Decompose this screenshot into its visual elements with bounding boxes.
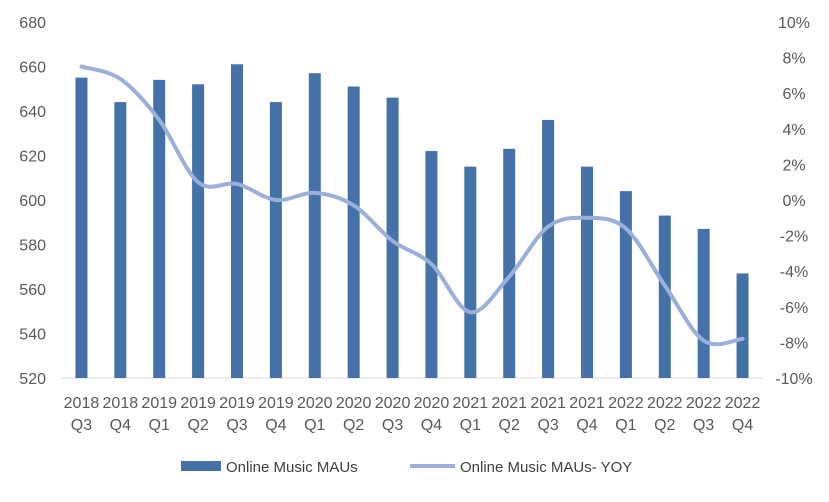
x-category-year-label: 2020 — [414, 395, 450, 412]
x-category-quarter-label: Q3 — [71, 417, 92, 434]
x-category-year-label: 2021 — [491, 395, 527, 412]
bar — [503, 148, 516, 378]
left-y-tick-label: 520 — [19, 371, 46, 388]
x-category-year-label: 2020 — [297, 395, 333, 412]
x-category-year-label: 2018 — [64, 395, 100, 412]
bar — [269, 102, 282, 378]
right-y-tick-label: -10% — [775, 371, 812, 388]
left-y-tick-label: 640 — [19, 104, 46, 121]
x-category-year-label: 2021 — [530, 395, 566, 412]
right-y-tick-label: 10% — [778, 15, 810, 32]
bar — [581, 166, 593, 378]
legend-bar-label: Online Music MAUs — [226, 459, 358, 476]
bar — [386, 97, 399, 379]
x-axis-categories: 2018 Q3 2018 Q4 2019 Q1 2019 Q2 2019 Q3 2019 Q4 2020… — [64, 395, 761, 434]
x-category-year-label: 2018 — [103, 395, 139, 412]
left-y-tick-label: 560 — [19, 282, 46, 299]
x-category-year-label: 2019 — [141, 395, 177, 412]
x-category-quarter-label: Q2 — [343, 417, 364, 434]
x-category-year-label: 2022 — [647, 395, 683, 412]
x-category-year-label: 2020 — [336, 395, 372, 412]
right-y-tick-label: 4% — [782, 122, 805, 139]
x-category-quarter-label: Q3 — [226, 417, 247, 434]
legend: Online Music MAUs Online Music MAUs- YOY — [181, 459, 632, 476]
x-category-year-label: 2022 — [608, 395, 644, 412]
bar — [308, 73, 321, 379]
legend-bar-swatch — [181, 461, 221, 471]
x-category-quarter-label: Q3 — [693, 417, 714, 434]
x-category-quarter-label: Q4 — [576, 417, 597, 434]
right-y-tick-label: 8% — [782, 51, 805, 68]
bar — [75, 77, 88, 378]
x-category-year-label: 2019 — [258, 395, 294, 412]
bar-series — [75, 64, 749, 379]
right-y-tick-label: 2% — [782, 157, 805, 174]
right-y-tick-label: 6% — [782, 86, 805, 103]
right-y-tick-label: -6% — [780, 300, 808, 317]
bar — [542, 119, 555, 379]
left-y-tick-label: 660 — [19, 60, 46, 77]
bar — [192, 84, 205, 379]
x-category-year-label: 2019 — [180, 395, 216, 412]
x-category-year-label: 2021 — [569, 395, 605, 412]
left-y-tick-label: 680 — [19, 15, 46, 32]
x-category-year-label: 2019 — [219, 395, 255, 412]
bar — [619, 191, 632, 378]
yoy-line-series — [79, 64, 745, 347]
x-category-year-label: 2022 — [725, 395, 761, 412]
x-category-quarter-label: Q4 — [110, 417, 131, 434]
right-y-tick-label: 0% — [782, 193, 805, 210]
bar — [697, 228, 710, 378]
x-category-quarter-label: Q1 — [460, 417, 481, 434]
x-category-quarter-label: Q1 — [149, 417, 170, 434]
x-category-quarter-label: Q2 — [187, 417, 208, 434]
bar — [658, 215, 671, 378]
bar — [736, 273, 749, 378]
left-y-tick-label: 620 — [19, 149, 46, 166]
bar — [464, 166, 477, 378]
left-y-tick-label: 600 — [19, 193, 46, 210]
x-category-quarter-label: Q4 — [421, 417, 442, 434]
right-y-tick-label: -2% — [780, 229, 808, 246]
left-y-axis: 520 540 560 580 600 620 640 660 680 — [19, 15, 46, 388]
bar — [153, 79, 166, 378]
right-y-axis: -10% -8% -6% -4% -2% 0% 2% 4% 6% 8% 10% — [775, 15, 812, 388]
bar — [347, 86, 360, 379]
x-category-quarter-label: Q3 — [537, 417, 558, 434]
right-y-tick-label: -4% — [780, 264, 808, 281]
x-category-quarter-label: Q4 — [732, 417, 753, 434]
x-category-year-label: 2020 — [375, 395, 411, 412]
x-category-quarter-label: Q2 — [654, 417, 675, 434]
bar — [114, 102, 127, 378]
x-category-year-label: 2021 — [453, 395, 489, 412]
bar — [231, 64, 243, 379]
x-category-quarter-label: Q4 — [265, 417, 286, 434]
x-category-year-label: 2022 — [686, 395, 722, 412]
left-y-tick-label: 540 — [19, 327, 46, 344]
x-category-quarter-label: Q3 — [382, 417, 403, 434]
x-category-quarter-label: Q1 — [304, 417, 325, 434]
x-category-quarter-label: Q2 — [499, 417, 520, 434]
right-y-tick-label: -8% — [780, 335, 808, 352]
x-category-quarter-label: Q1 — [615, 417, 636, 434]
left-y-tick-label: 580 — [19, 238, 46, 255]
legend-line-label: Online Music MAUs- YOY — [460, 459, 632, 476]
